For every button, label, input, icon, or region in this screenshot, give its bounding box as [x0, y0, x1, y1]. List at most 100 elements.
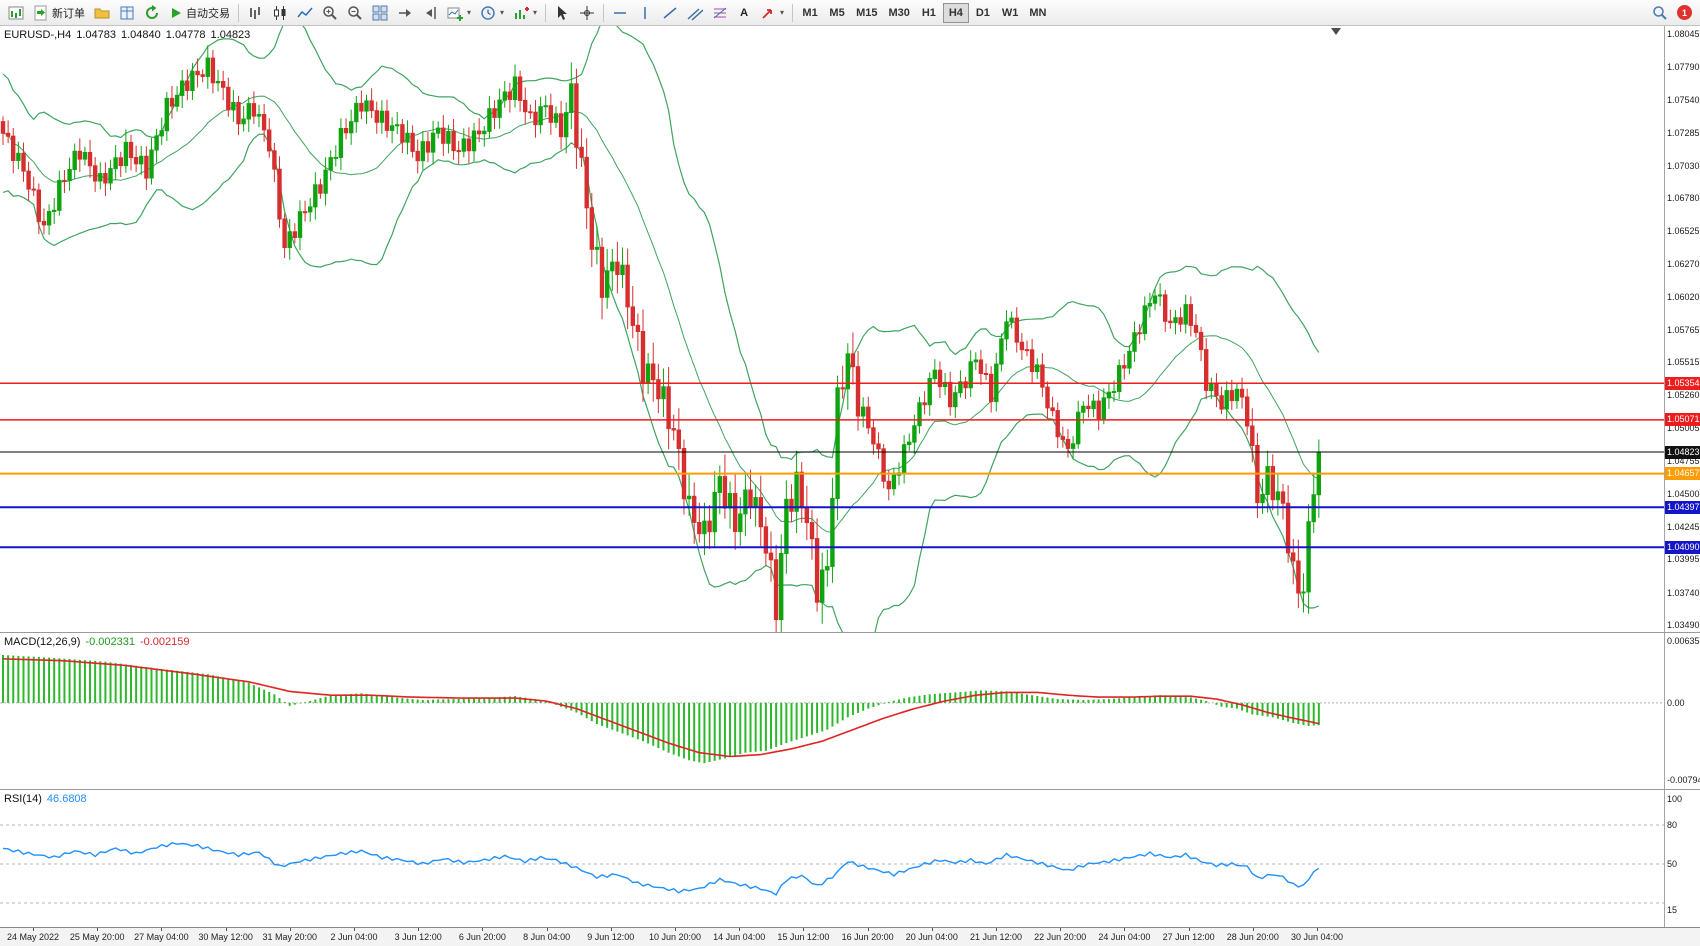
periods-button[interactable]: ▾ [476, 2, 508, 24]
timeframe-m30-button[interactable]: M30 [883, 3, 914, 23]
candlestick-icon [272, 5, 288, 21]
timeframe-mn-button[interactable]: MN [1024, 3, 1051, 23]
close-value: 1.04823 [210, 29, 251, 41]
bar-chart-icon [247, 5, 263, 21]
bear-candle [773, 559, 779, 621]
search-button[interactable] [1648, 2, 1672, 24]
chart-window-button[interactable] [4, 2, 28, 24]
bull-candle [67, 169, 72, 182]
timeframe-w1-button[interactable]: W1 [997, 3, 1024, 23]
market-watch-button[interactable] [115, 2, 139, 24]
time-axis-tick [996, 928, 997, 931]
time-axis-tick [803, 928, 805, 931]
bear-candle [983, 373, 989, 375]
bull-candle [190, 70, 195, 91]
bar-chart-button[interactable] [243, 2, 267, 24]
profiles-button[interactable] [90, 2, 114, 24]
bear-candle [1204, 349, 1209, 391]
timeframe-m15-button[interactable]: M15 [851, 3, 882, 23]
bull-candle [98, 173, 103, 182]
tile-windows-button[interactable] [368, 2, 392, 24]
bear-candle [477, 130, 482, 135]
bear-candle [523, 99, 528, 113]
bull-candle [999, 338, 1004, 365]
bear-candle [922, 402, 927, 406]
bear-candle [272, 150, 277, 170]
zoom-out-button[interactable] [343, 2, 367, 24]
trendline-icon [662, 5, 678, 21]
bear-candle [415, 150, 420, 162]
text-tool-button[interactable]: A [733, 2, 755, 24]
new-order-button[interactable]: 新订单 [29, 2, 89, 24]
bear-candle [36, 189, 41, 222]
time-axis[interactable]: 24 May 2022 25 May 20:00 27 May 04:00 30 Ma… [0, 928, 1700, 946]
main-chart-canvas[interactable] [0, 26, 1664, 633]
timeframe-h1-button[interactable]: H1 [916, 3, 942, 23]
bull-candle [57, 179, 62, 211]
macd-canvas[interactable] [0, 633, 1664, 790]
bear-candle [200, 74, 205, 77]
bull-candle [364, 100, 369, 112]
new-chart-button[interactable]: ▾ [443, 2, 475, 24]
fibonacci-icon [712, 5, 728, 21]
rsi-panel[interactable]: RSI(14) 46.6808 100 80 50 15 [0, 790, 1700, 928]
main-chart-panel[interactable]: EURUSD-,H4 1.04783 1.04840 1.04778 1.04823 1… [0, 26, 1700, 633]
chart-ohlc-label: EURUSD-,H4 1.04783 1.04840 1.04778 1.04823 [4, 29, 255, 41]
bull-candle [973, 359, 978, 363]
bull-candle [446, 131, 451, 144]
toolbar-separator [792, 3, 794, 22]
bull-candle [323, 169, 328, 194]
line-chart-button[interactable] [293, 2, 317, 24]
indicators-button[interactable]: ▾ [509, 2, 541, 24]
bear-candle [1019, 341, 1025, 351]
bear-candle [1219, 395, 1224, 410]
refresh-button[interactable] [140, 2, 164, 24]
macd-axis-label: -0.007949 [1667, 775, 1700, 785]
cursor-button[interactable] [550, 2, 574, 24]
bear-candle [707, 520, 712, 533]
time-axis-label: 20 Jun 04:00 [905, 932, 958, 942]
bear-candle [251, 103, 257, 117]
fibonacci-button[interactable] [708, 2, 732, 24]
trendline-button[interactable] [658, 2, 682, 24]
bull-candle [123, 141, 129, 167]
crosshair-button[interactable] [575, 2, 599, 24]
arrows-tool-button[interactable]: ▾ [756, 2, 788, 24]
timeframe-d1-button[interactable]: D1 [970, 3, 996, 23]
time-axis-label: 24 Jun 04:00 [1098, 932, 1151, 942]
macd-panel[interactable]: MACD(12,26,9) -0.002331 -0.002159 0.006359… [0, 633, 1700, 790]
channel-button[interactable] [683, 2, 707, 24]
price-axis-label: 1.05005 [1667, 423, 1700, 434]
rsi-canvas[interactable] [0, 790, 1664, 928]
timeframe-m5-button[interactable]: M5 [824, 3, 850, 23]
bear-candle [1198, 331, 1204, 351]
auto-scroll-button[interactable] [393, 2, 417, 24]
bull-candle [471, 130, 477, 152]
bull-candle [436, 127, 441, 134]
zoom-in-button[interactable] [318, 2, 342, 24]
chart-shift-marker[interactable] [1331, 28, 1341, 35]
bull-candle [1224, 390, 1229, 410]
timeframe-m1-button[interactable]: M1 [797, 3, 823, 23]
vertical-line-button[interactable] [633, 2, 657, 24]
price-axis-label: 1.06270 [1667, 259, 1700, 270]
low-value: 1.04778 [165, 29, 206, 41]
bull-candle [830, 497, 835, 567]
price-axis-label: 1.06525 [1667, 226, 1700, 237]
clock-icon [480, 5, 496, 21]
bull-candle [1147, 302, 1153, 307]
autotrading-button[interactable]: 自动交易 [165, 2, 234, 24]
bull-candle [1209, 383, 1214, 392]
bear-candle [799, 471, 804, 509]
macd-signal-line [2, 658, 1319, 758]
bear-candle [579, 146, 584, 158]
bull-candle [753, 497, 758, 508]
notification-badge[interactable]: 1 [1677, 5, 1692, 20]
chart-shift-button[interactable] [418, 2, 442, 24]
timeframe-h4-button[interactable]: H4 [942, 2, 969, 23]
bull-candle [205, 57, 211, 77]
bear-candle [226, 86, 231, 111]
bear-candle [456, 150, 461, 153]
candlestick-button[interactable] [268, 2, 292, 24]
horizontal-line-button[interactable] [608, 2, 632, 24]
